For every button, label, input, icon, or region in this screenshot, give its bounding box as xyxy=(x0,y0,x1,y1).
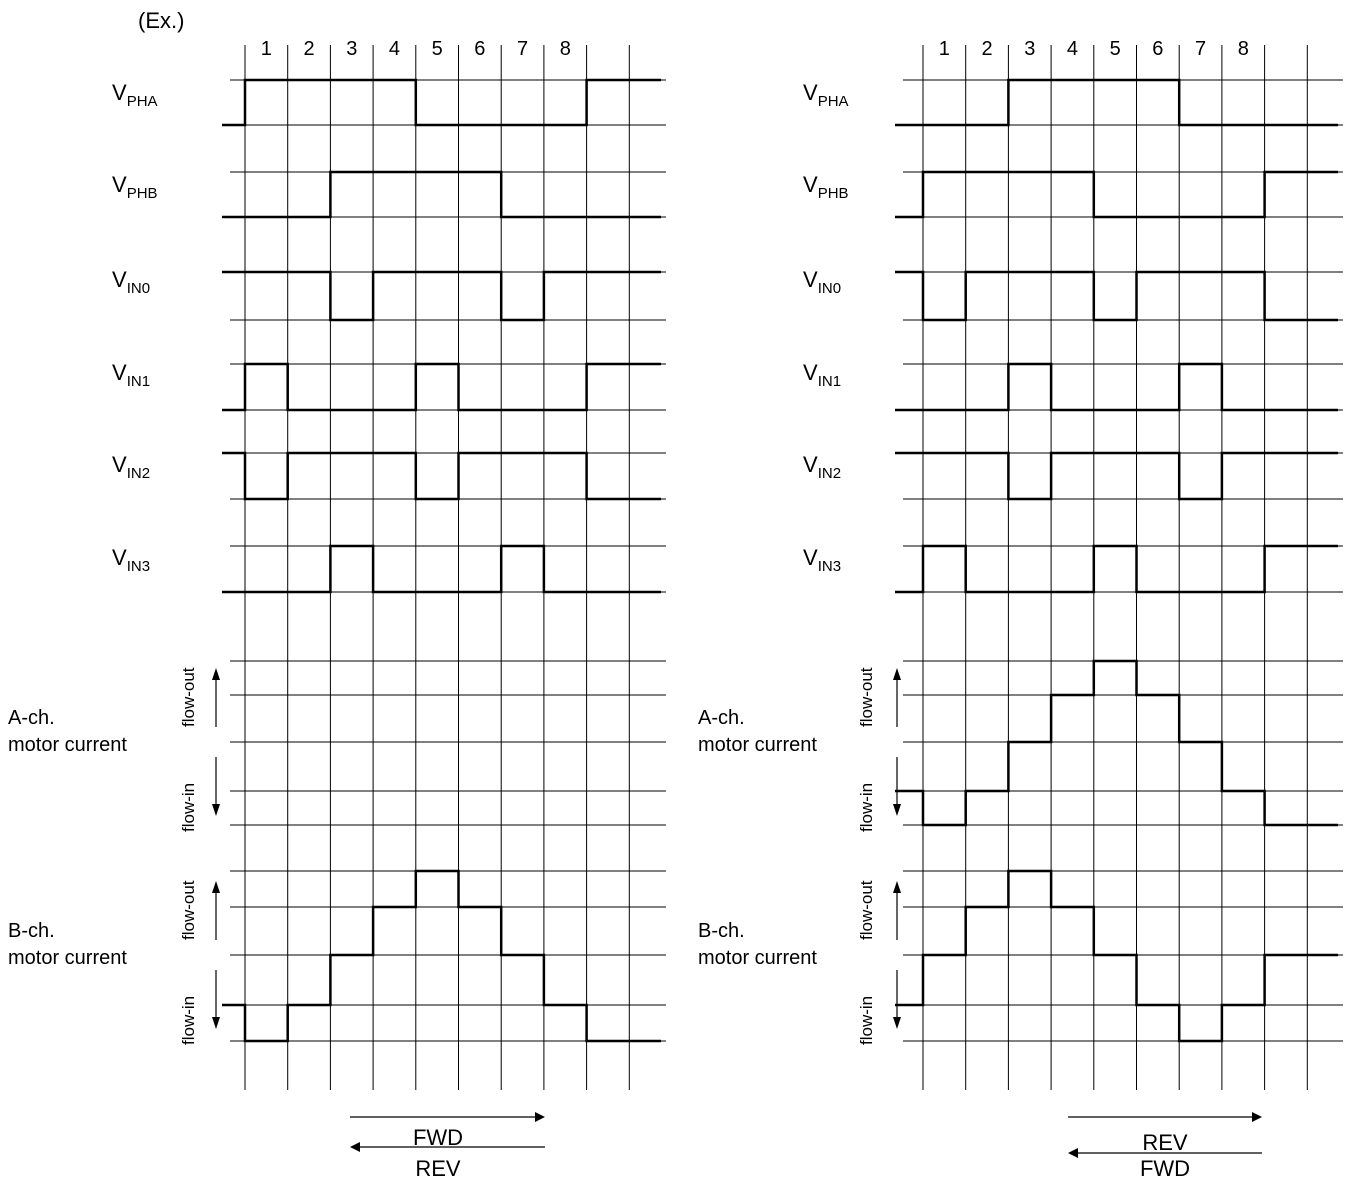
flow-out-arrowhead xyxy=(893,881,901,893)
direction-arrows xyxy=(212,668,1262,1158)
b-ch-label: B-ch. xyxy=(698,920,745,942)
step-number: 6 xyxy=(1152,38,1163,60)
flow-in-arrowhead xyxy=(893,1017,901,1029)
direction-label-bottom: REV xyxy=(415,1156,461,1181)
b-ch-label: motor current xyxy=(8,947,127,969)
waveform-pha xyxy=(895,78,1338,127)
signal-label: VPHA xyxy=(112,80,158,110)
signal-label-sub: IN1 xyxy=(127,373,150,390)
b-ch-label: B-ch. xyxy=(8,920,55,942)
waveform-a-current xyxy=(895,659,1338,827)
waveform-phb xyxy=(895,170,1338,219)
flow-out-label: flow-out xyxy=(179,880,198,940)
waveform-in3 xyxy=(222,544,661,594)
flow-out-arrowhead xyxy=(212,668,220,680)
waveform-pha xyxy=(222,78,661,127)
labels: 1 2 3 4 5 6 7 8 VPHA VPHB VIN0 VIN1 VIN2 VIN3 A-ch. mot… xyxy=(8,38,1249,1181)
waveform-b-current xyxy=(222,869,661,1043)
grid xyxy=(230,45,1343,1090)
step-number: 4 xyxy=(389,38,400,60)
direction-arrowhead-right xyxy=(535,1112,545,1122)
flow-in-arrowhead xyxy=(212,1017,220,1029)
flow-out-arrowhead xyxy=(212,881,220,893)
signal-label-sub: PHB xyxy=(127,185,158,202)
step-number: 7 xyxy=(1195,38,1206,60)
flow-in-label: flow-in xyxy=(857,783,876,832)
signal-label-sub: IN0 xyxy=(127,280,150,297)
waveform-in0 xyxy=(222,270,661,322)
waveform-in1 xyxy=(222,362,661,412)
waveform-in2 xyxy=(895,451,1338,501)
a-ch-label: A-ch. xyxy=(8,707,55,729)
direction-arrowhead-left xyxy=(1068,1148,1078,1158)
signal-label: VIN2 xyxy=(803,452,841,482)
waveform-in1 xyxy=(895,362,1338,412)
signal-label: VIN1 xyxy=(112,360,150,390)
flow-in-label: flow-in xyxy=(179,783,198,832)
signal-label-sub: IN1 xyxy=(818,373,841,390)
step-number: 8 xyxy=(560,38,571,60)
step-number: 2 xyxy=(303,38,314,60)
step-number: 7 xyxy=(517,38,528,60)
direction-arrowhead-right xyxy=(1252,1112,1262,1122)
flow-in-arrowhead xyxy=(893,804,901,816)
signal-label-sub: IN0 xyxy=(818,280,841,297)
signal-label: VIN3 xyxy=(803,545,841,575)
waveforms xyxy=(222,78,1338,1043)
waveform-in0 xyxy=(895,270,1338,322)
signal-label: VPHA xyxy=(803,80,849,110)
signal-label-sub: PHB xyxy=(818,185,849,202)
step-number: 6 xyxy=(474,38,485,60)
flow-out-label: flow-out xyxy=(857,667,876,727)
a-ch-label: motor current xyxy=(8,734,127,756)
b-ch-label: motor current xyxy=(698,947,817,969)
signal-label-sub: PHA xyxy=(127,93,158,110)
signal-label-sub: IN3 xyxy=(818,558,841,575)
a-ch-label: A-ch. xyxy=(698,707,745,729)
signal-label-sub: PHA xyxy=(818,93,849,110)
direction-label-top: FWD xyxy=(413,1125,463,1150)
waveform-b-current xyxy=(895,869,1338,1043)
step-number: 3 xyxy=(1024,38,1035,60)
flow-in-label: flow-in xyxy=(179,996,198,1045)
signal-label: VIN0 xyxy=(803,267,841,297)
a-ch-label: motor current xyxy=(698,734,817,756)
flow-out-label: flow-out xyxy=(179,667,198,727)
signal-label: VPHB xyxy=(803,172,849,202)
step-number: 2 xyxy=(981,38,992,60)
direction-arrowhead-left xyxy=(350,1142,360,1152)
waveform-in2 xyxy=(222,451,661,501)
flow-out-label: flow-out xyxy=(857,880,876,940)
step-number: 8 xyxy=(1238,38,1249,60)
step-number: 1 xyxy=(261,38,272,60)
signal-label-sub: IN2 xyxy=(818,465,841,482)
signal-label: VPHB xyxy=(112,172,158,202)
signal-label: VIN2 xyxy=(112,452,150,482)
direction-label-top: REV xyxy=(1142,1130,1188,1155)
flow-out-arrowhead xyxy=(893,668,901,680)
example-label: (Ex.) xyxy=(138,8,184,33)
flow-in-label: flow-in xyxy=(857,996,876,1045)
signal-label: VIN3 xyxy=(112,545,150,575)
signal-label-sub: IN3 xyxy=(127,558,150,575)
signal-label: VIN0 xyxy=(112,267,150,297)
step-number: 5 xyxy=(1110,38,1121,60)
waveform-phb xyxy=(222,170,661,219)
waveform-in3 xyxy=(895,544,1338,594)
signal-label-sub: IN2 xyxy=(127,465,150,482)
step-number: 4 xyxy=(1067,38,1078,60)
flow-in-arrowhead xyxy=(212,804,220,816)
direction-label-bottom: FWD xyxy=(1140,1156,1190,1181)
step-number: 1 xyxy=(939,38,950,60)
step-number: 5 xyxy=(432,38,443,60)
step-number: 3 xyxy=(346,38,357,60)
signal-label: VIN1 xyxy=(803,360,841,390)
